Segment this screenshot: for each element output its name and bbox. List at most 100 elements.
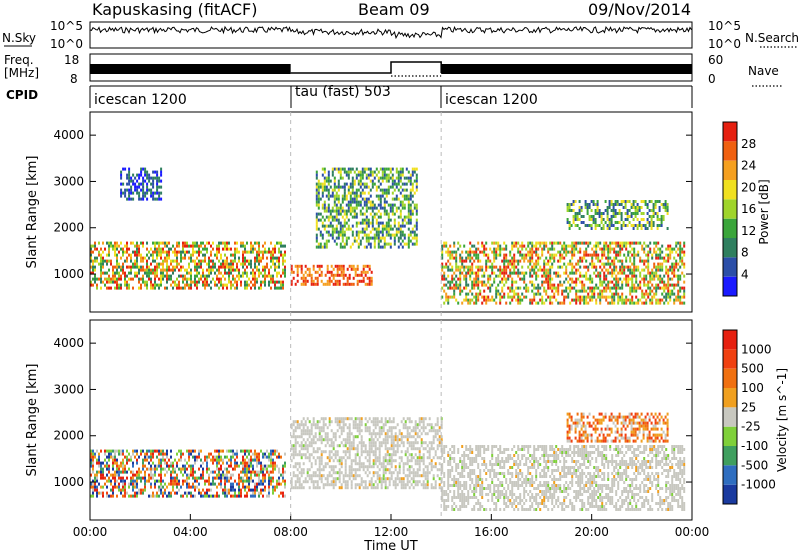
echo-cell xyxy=(618,209,621,212)
echo-cell xyxy=(98,464,100,468)
echo-cell xyxy=(501,271,504,275)
echo-cell xyxy=(499,244,502,248)
echo-cell xyxy=(94,455,96,459)
echo-cell xyxy=(407,245,410,249)
echo-cell xyxy=(351,191,354,195)
echo-cell xyxy=(220,485,222,489)
echo-cell xyxy=(316,426,319,430)
echo-cell xyxy=(631,295,634,299)
echo-cell xyxy=(525,256,528,260)
echo-cell xyxy=(274,286,276,290)
echo-cell xyxy=(331,191,334,195)
echo-cell xyxy=(94,277,96,281)
echo-cell xyxy=(373,176,376,180)
echo-cell xyxy=(559,259,562,263)
echo-cell xyxy=(655,256,658,260)
echo-cell xyxy=(222,265,224,269)
echo-cell xyxy=(608,206,611,209)
echo-cell xyxy=(216,458,218,462)
echo-cell xyxy=(519,298,522,302)
echo-cell xyxy=(487,298,490,302)
echo-cell xyxy=(124,167,127,171)
echo-cell xyxy=(477,271,480,275)
echo-cell xyxy=(134,482,136,486)
echo-cell xyxy=(292,423,295,427)
echo-cell xyxy=(294,444,297,448)
echo-cell xyxy=(314,471,317,475)
echo-cell xyxy=(106,479,108,483)
echo-cell xyxy=(256,461,258,465)
echo-cell xyxy=(274,449,276,453)
echo-cell xyxy=(519,295,522,299)
echo-cell xyxy=(336,420,339,424)
echo-cell xyxy=(611,274,614,278)
echo-cell xyxy=(507,259,510,263)
echo-cell xyxy=(108,250,110,254)
echo-cell xyxy=(599,283,602,287)
echo-cell xyxy=(166,274,168,278)
echo-cell xyxy=(146,455,148,459)
echo-cell xyxy=(333,179,336,183)
echo-cell xyxy=(495,301,498,305)
echo-cell xyxy=(228,476,230,480)
echo-cell xyxy=(126,274,128,278)
echo-cell xyxy=(232,449,234,453)
echo-cell xyxy=(198,491,200,495)
echo-cell xyxy=(369,212,372,216)
echo-cell xyxy=(551,283,554,287)
echo-cell xyxy=(375,218,378,222)
echo-cell xyxy=(104,259,106,263)
echo-cell xyxy=(405,242,408,246)
echo-cell xyxy=(651,253,654,257)
echo-cell xyxy=(108,268,110,272)
echo-cell xyxy=(597,241,600,245)
echo-cell xyxy=(495,295,498,299)
echo-cell xyxy=(563,271,566,275)
echo-cell xyxy=(146,188,149,192)
echo-cell xyxy=(475,256,478,260)
echo-cell xyxy=(98,482,100,486)
echo-cell xyxy=(409,176,412,180)
echo-cell xyxy=(387,188,390,192)
echo-cell xyxy=(146,274,148,278)
echo-cell xyxy=(154,494,156,498)
echo-cell xyxy=(118,464,120,468)
echo-cell xyxy=(361,173,364,177)
echo-cell xyxy=(631,274,634,278)
echo-cell xyxy=(573,247,576,251)
echo-cell xyxy=(350,282,353,286)
echo-cell xyxy=(234,494,236,498)
echo-cell xyxy=(375,230,378,234)
echo-cell xyxy=(234,491,236,495)
echo-cell xyxy=(106,271,108,275)
echo-cell xyxy=(359,179,362,183)
echo-cell xyxy=(483,244,486,248)
echo-cell xyxy=(96,458,98,462)
echo-cell xyxy=(393,197,396,201)
echo-cell xyxy=(667,268,670,272)
echo-cell xyxy=(489,274,492,278)
echo-cell xyxy=(162,491,164,495)
echo-cell xyxy=(202,280,204,284)
echo-cell xyxy=(635,295,638,299)
echo-cell xyxy=(160,485,162,489)
echo-cell xyxy=(144,452,146,456)
echo-cell xyxy=(316,270,319,274)
echo-cell xyxy=(342,429,345,433)
echo-cell xyxy=(186,449,188,453)
echo-cell xyxy=(214,283,216,287)
echo-cell xyxy=(543,286,546,290)
echo-cell xyxy=(236,265,238,269)
echo-cell xyxy=(156,271,158,275)
echo-cell xyxy=(645,277,648,281)
echo-cell xyxy=(264,271,266,275)
echo-cell xyxy=(407,239,410,243)
echo-cell xyxy=(224,494,226,498)
echo-cell xyxy=(369,236,372,240)
echo-cell xyxy=(515,259,518,263)
echo-cell xyxy=(144,280,146,284)
nsearch-label: N.Search xyxy=(745,31,799,45)
echo-cell xyxy=(140,182,143,186)
echo-cell xyxy=(126,470,128,474)
echo-cell xyxy=(571,280,574,284)
